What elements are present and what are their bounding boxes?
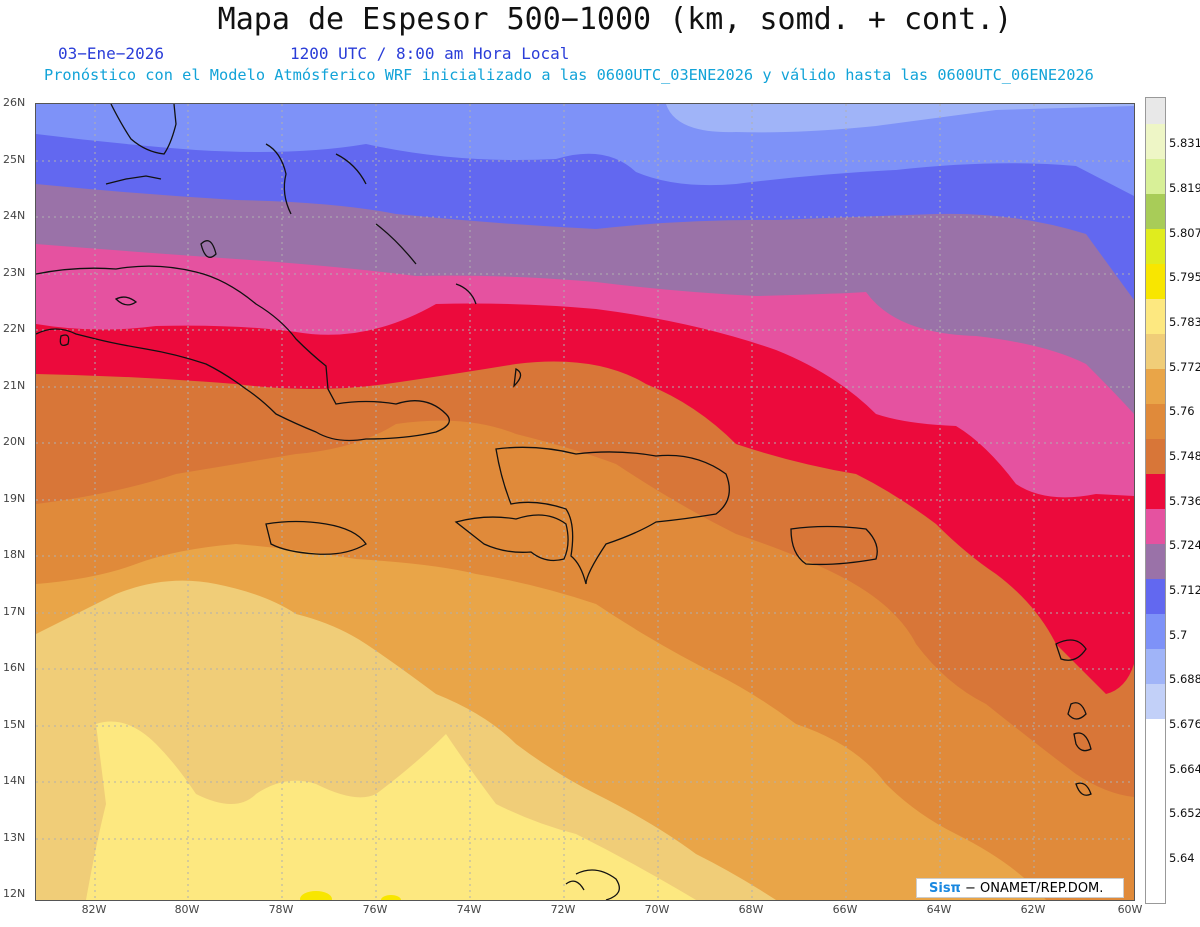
lon-label: 78W: [268, 903, 294, 916]
onamet-credit: Sisπ − ONAMET/REP.DOM.: [916, 878, 1124, 898]
lon-label: 74W: [456, 903, 482, 916]
colorbar-swatch: [1146, 98, 1165, 124]
lat-label: 24N: [3, 209, 26, 222]
lat-label: 14N: [3, 774, 26, 787]
colorbar-label: 5.676: [1169, 717, 1200, 731]
colorbar-swatch: [1146, 334, 1165, 369]
lon-label: 66W: [832, 903, 858, 916]
colorbar-swatch: [1146, 404, 1165, 439]
lon-label: 80W: [174, 903, 200, 916]
colorbar-swatch: [1146, 229, 1165, 264]
colorbar-label: 5.736: [1169, 494, 1200, 508]
colorbar-swatch: [1146, 264, 1165, 299]
colorbar-label: 5.664: [1169, 762, 1200, 776]
lat-label: 12N: [3, 887, 26, 900]
lat-label: 23N: [3, 266, 26, 279]
colorbar-label: 5.807: [1169, 226, 1200, 240]
colorbar-swatch: [1146, 649, 1165, 684]
colorbar-label: 5.712: [1169, 583, 1200, 597]
colorbar-swatch: [1146, 124, 1165, 159]
lat-label: 16N: [3, 661, 26, 674]
lat-label: 22N: [3, 322, 26, 335]
colorbar-swatch: [1146, 369, 1165, 404]
colorbar-swatch: [1146, 299, 1165, 334]
lat-label: 13N: [3, 831, 26, 844]
colorbar-swatch: [1146, 544, 1165, 579]
lon-label: 72W: [550, 903, 576, 916]
lat-label: 17N: [3, 605, 26, 618]
colorbar-swatch: [1146, 159, 1165, 194]
colorbar-label: 5.772: [1169, 360, 1200, 374]
graticule: [36, 104, 1134, 900]
lat-label: 21N: [3, 379, 26, 392]
lon-label: 60W: [1117, 903, 1143, 916]
colorbar: [1145, 97, 1166, 904]
colorbar-swatch: [1146, 194, 1165, 229]
sispi-logo: Sisπ: [929, 881, 961, 896]
lat-label: 15N: [3, 718, 26, 731]
colorbar-swatch: [1146, 579, 1165, 614]
onamet-text: − ONAMET/REP.DOM.: [964, 881, 1104, 896]
band-5783b: [381, 895, 401, 900]
lat-label: 19N: [3, 492, 26, 505]
colorbar-swatch: [1146, 614, 1165, 649]
forecast-time: 1200 UTC / 8:00 am Hora Local: [290, 44, 570, 63]
band-5772: [86, 721, 696, 900]
forecast-date: 03−Ene−2026: [58, 44, 164, 63]
lat-label: 25N: [3, 153, 26, 166]
colorbar-label: 5.688: [1169, 672, 1200, 686]
lon-label: 62W: [1020, 903, 1046, 916]
lat-label: 18N: [3, 548, 26, 561]
colorbar-swatch: [1146, 684, 1165, 719]
colorbar-label: 5.724: [1169, 538, 1200, 552]
model-run-info: Pronóstico con el Modelo Atmósferico WRF…: [44, 66, 1094, 84]
colorbar-swatch: [1146, 474, 1165, 509]
lat-label: 20N: [3, 435, 26, 448]
lon-label: 68W: [738, 903, 764, 916]
lon-label: 64W: [926, 903, 952, 916]
lon-label: 76W: [362, 903, 388, 916]
colorbar-label: 5.795: [1169, 270, 1200, 284]
colorbar-label: 5.783: [1169, 315, 1200, 329]
colorbar-swatch: [1146, 509, 1165, 544]
florida-coast: [110, 104, 177, 155]
lon-label: 70W: [644, 903, 670, 916]
colorbar-label: 5.831: [1169, 136, 1200, 150]
thickness-map: [35, 103, 1135, 901]
colorbar-label: 5.652: [1169, 806, 1200, 820]
band-5783: [300, 891, 332, 900]
colorbar-label: 5.819: [1169, 181, 1200, 195]
colorbar-label: 5.64: [1169, 851, 1195, 865]
colorbar-swatch: [1146, 439, 1165, 474]
lat-label: 26N: [3, 96, 26, 109]
thickness-contours: [36, 104, 1134, 900]
colorbar-label: 5.7: [1169, 628, 1188, 642]
coastlines: [36, 104, 1092, 900]
lon-label: 82W: [81, 903, 107, 916]
colorbar-label: 5.748: [1169, 449, 1200, 463]
map-title: Mapa de Espesor 500−1000 (km, somd. + co…: [217, 2, 1013, 37]
colorbar-label: 5.76: [1169, 404, 1195, 418]
